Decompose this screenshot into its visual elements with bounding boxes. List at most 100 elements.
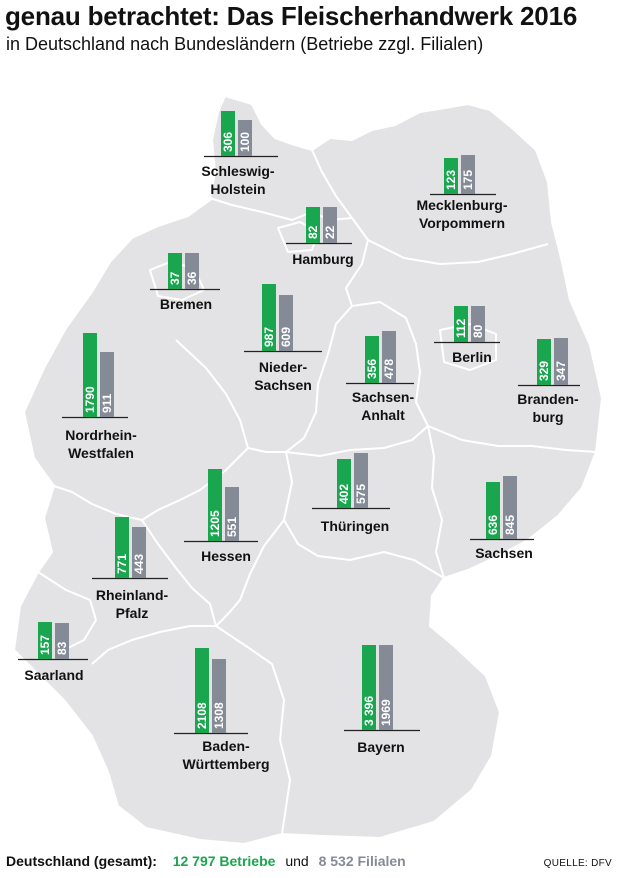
value-betriebe-hamburg: 82 — [306, 225, 320, 239]
value-filialen-niedersachsen: 609 — [279, 327, 293, 347]
border-nw-he — [141, 447, 249, 521]
bar-filialen-nordrhein-westfalen — [100, 352, 114, 417]
value-betriebe-saarland: 157 — [38, 635, 52, 655]
bar-filialen-sachsen — [503, 476, 517, 539]
bar-betriebe-niedersachsen — [262, 284, 276, 351]
region-bremen: 37 36 Bremen — [150, 253, 220, 312]
region-label-rheinland-pfalz: Rheinland- — [96, 587, 169, 603]
border-st-bb — [351, 301, 429, 427]
border-th-by — [283, 519, 445, 579]
region-berlin: 112 80 Berlin — [434, 306, 500, 365]
bar-filialen-niedersachsen — [279, 295, 293, 351]
bar-filialen-bremen — [185, 253, 199, 289]
bar-betriebe-hessen — [208, 469, 222, 541]
value-filialen-saarland: 83 — [55, 641, 69, 655]
region-label-saarland: Saarland — [24, 667, 83, 683]
value-betriebe-rheinland-pfalz: 771 — [115, 554, 129, 574]
value-betriebe-mecklenburg-vorpommern: 123 — [444, 170, 458, 190]
border-he-by — [215, 519, 285, 627]
border-sh-ni — [199, 194, 313, 221]
region-niedersachsen: 987 609 Nieder- Sachsen — [244, 284, 322, 393]
border-st-th — [285, 425, 429, 457]
germany-outline — [12, 94, 604, 846]
bar-betriebe-bremen — [168, 253, 182, 289]
region-brandenburg: 329 347 Branden-burg — [517, 338, 580, 425]
value-filialen-berlin: 80 — [471, 324, 485, 338]
region-hamburg: 82 22 Hamburg — [286, 207, 354, 267]
bar-betriebe-hamburg — [306, 207, 320, 243]
region-hessen: 1205 551 Hessen — [184, 469, 258, 564]
value-filialen-mecklenburg-vorpommern: 175 — [461, 170, 475, 190]
footer-totals: Deutschland (gesamt): 12 797 Betriebe un… — [6, 853, 406, 869]
border-he-th — [283, 451, 293, 521]
region-label-bayern: Bayern — [357, 739, 404, 755]
bar-filialen-rheinland-pfalz — [132, 527, 146, 578]
bar-filialen-bayern — [379, 645, 393, 730]
region-thueringen: 402 575 Thüringen — [312, 453, 390, 534]
border-ni-he — [247, 447, 286, 453]
region-label-sachsen: Sachsen — [475, 545, 533, 561]
value-filialen-hamburg: 22 — [323, 225, 337, 239]
value-filialen-thueringen: 575 — [354, 484, 368, 504]
region-label-hessen: Hessen — [201, 548, 251, 564]
value-betriebe-brandenburg: 329 — [537, 361, 551, 381]
region-label-sachsen-anhalt: Sachsen- — [352, 389, 415, 405]
region-label-rheinland-pfalz: Pfalz — [116, 605, 149, 621]
bar-filialen-sachsen-anhalt — [382, 331, 396, 383]
bar-filialen-saarland — [55, 623, 69, 659]
value-filialen-sachsen: 845 — [503, 515, 517, 535]
region-label-brandenburg: Branden- — [517, 391, 579, 407]
value-filialen-sachsen-anhalt: 478 — [382, 359, 396, 379]
region-nordrhein-westfalen: 1790 911 Nordrhein- Westfalen — [62, 333, 137, 461]
region-label-bremen: Bremen — [160, 296, 212, 312]
value-betriebe-berlin: 112 — [454, 318, 468, 338]
value-betriebe-baden-wuerttemberg: 2108 — [195, 702, 209, 729]
bar-filialen-hamburg — [323, 207, 337, 243]
region-label-mecklenburg-vorpommern: Vorpommern — [419, 215, 505, 231]
bar-filialen-thueringen — [354, 453, 368, 508]
region-label-schleswig-holstein: Schleswig- — [201, 163, 274, 179]
region-label-brandenburg: burg — [532, 409, 563, 425]
region-label-mecklenburg-vorpommern: Mecklenburg- — [416, 197, 507, 213]
bar-betriebe-berlin — [454, 306, 468, 342]
footer-filialen-total: 8 532 Filialen — [318, 853, 406, 869]
footer-betriebe-total: 12 797 Betriebe — [172, 853, 276, 869]
region-label-niedersachsen: Sachsen — [254, 377, 312, 393]
region-label-niedersachsen: Nieder- — [259, 359, 308, 375]
region-label-hamburg: Hamburg — [292, 251, 353, 267]
border-be-bb — [439, 323, 497, 371]
value-filialen-rheinland-pfalz: 443 — [132, 554, 146, 574]
bar-filialen-brandenburg — [554, 338, 568, 385]
region-rheinland-pfalz: 771 443 Rheinland- Pfalz — [92, 517, 168, 621]
bar-filialen-mecklenburg-vorpommern — [461, 155, 475, 194]
bar-filialen-hessen — [225, 487, 239, 541]
bar-betriebe-sachsen — [486, 482, 500, 539]
value-betriebe-niedersachsen: 987 — [262, 327, 276, 347]
border-th-sn — [427, 425, 445, 579]
bar-betriebe-brandenburg — [537, 339, 551, 385]
chart-subtitle: in Deutschland nach Bundesländern (Betri… — [6, 34, 484, 54]
bar-chart-layer: 306 100 Schleswig- Holstein 123 175 Mecklenbur… — [18, 111, 580, 772]
value-betriebe-sachsen-anhalt: 356 — [365, 359, 379, 379]
border-ni-st — [285, 305, 353, 453]
region-label-schleswig-holstein: Holstein — [210, 181, 265, 197]
value-filialen-bayern: 1969 — [379, 699, 393, 726]
border-he-rp — [141, 519, 217, 627]
bar-betriebe-mecklenburg-vorpommern — [444, 158, 458, 194]
bar-betriebe-sachsen-anhalt — [365, 336, 379, 383]
region-sachsen-anhalt: 356 478 Sachsen- Anhalt — [346, 331, 414, 423]
border-rp-sl — [37, 571, 97, 651]
border-sh-mv — [311, 149, 353, 219]
bar-filialen-berlin — [471, 306, 485, 342]
value-betriebe-nordrhein-westfalen: 1790 — [83, 386, 97, 413]
border-nw-rp — [53, 485, 143, 521]
region-saarland: 157 83 Saarland — [18, 622, 88, 683]
value-betriebe-schleswig-holstein: 306 — [221, 132, 235, 152]
value-filialen-brandenburg: 347 — [554, 361, 568, 381]
bar-betriebe-bayern — [362, 645, 376, 730]
border-bw-by — [215, 625, 291, 835]
region-label-nordrhein-westfalen: Westfalen — [68, 445, 134, 461]
state-borders — [37, 149, 597, 835]
value-filialen-bremen: 36 — [185, 271, 199, 285]
